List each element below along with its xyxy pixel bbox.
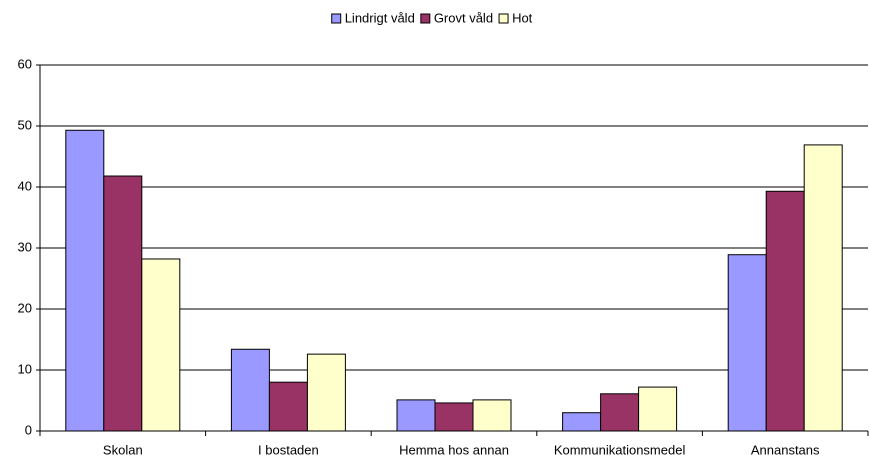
bar xyxy=(434,402,474,432)
y-tick-label: 0 xyxy=(25,422,32,437)
bar xyxy=(727,254,767,432)
bar xyxy=(562,412,602,432)
bar xyxy=(306,353,346,432)
y-tick-label: 50 xyxy=(18,117,32,132)
bar xyxy=(803,144,843,432)
bar xyxy=(141,258,181,432)
y-tick-label: 20 xyxy=(18,300,32,315)
bar xyxy=(638,386,678,432)
bar xyxy=(268,381,308,432)
bar xyxy=(600,393,640,432)
legend-label: Hot xyxy=(512,10,533,25)
y-tick-label: 60 xyxy=(18,56,32,71)
bar xyxy=(65,129,105,432)
legend-swatch xyxy=(498,13,509,24)
legend-swatch xyxy=(331,13,342,24)
x-tick-label: I bostaden xyxy=(258,442,319,457)
x-tick-label: Kommunikationsmedel xyxy=(554,442,686,457)
bar xyxy=(103,175,143,432)
legend-label: Lindrigt våld xyxy=(345,10,415,25)
x-tick-label: Hemma hos annan xyxy=(399,442,509,457)
x-tick-label: Skolan xyxy=(103,442,143,457)
x-tick-label: Annanstans xyxy=(751,442,820,457)
y-tick-label: 40 xyxy=(18,178,32,193)
legend-swatch xyxy=(420,13,431,24)
bar xyxy=(230,348,270,432)
bar xyxy=(765,190,805,432)
y-tick-label: 30 xyxy=(18,239,32,254)
bar xyxy=(396,399,436,432)
bar xyxy=(472,399,512,432)
y-tick-label: 10 xyxy=(18,361,32,376)
legend-label: Grovt våld xyxy=(434,10,493,25)
